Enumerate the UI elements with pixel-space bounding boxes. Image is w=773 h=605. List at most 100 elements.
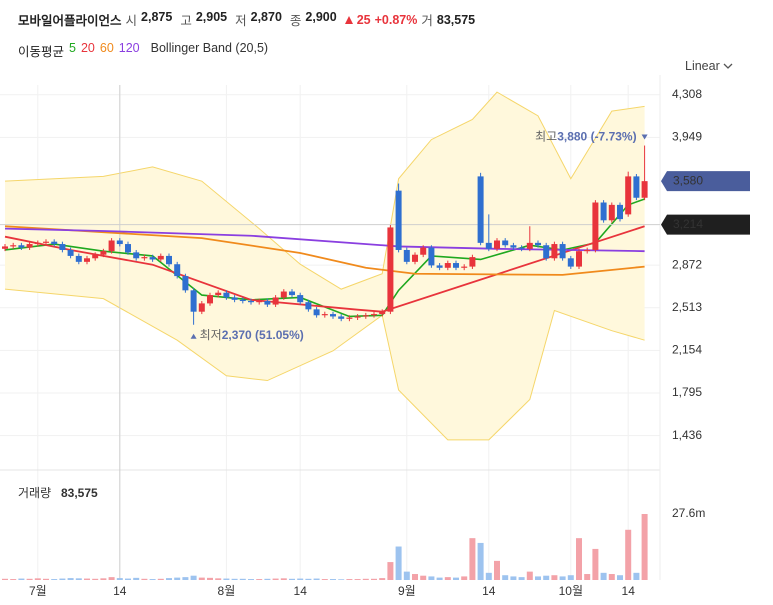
candle-body — [10, 245, 17, 247]
stat-value: 2,900 — [305, 10, 337, 24]
y-tick-label: 2,513 — [672, 300, 702, 314]
candle-body — [494, 240, 500, 249]
candle-body — [84, 258, 90, 262]
volume-bar — [223, 578, 230, 580]
volume-bar — [59, 578, 66, 580]
volume-bar — [297, 578, 304, 580]
candle-body — [223, 292, 230, 298]
candle-body — [34, 242, 41, 245]
volume-bar — [444, 577, 451, 580]
volume-bar — [174, 577, 181, 580]
candle-body — [75, 255, 82, 262]
candle-body — [395, 190, 402, 250]
legend-title: 이동평균 — [18, 45, 65, 59]
annotation-text: 2,370 (51.05%) — [222, 328, 304, 342]
volume-bar — [436, 577, 443, 580]
volume-tick-label: 27.6m — [672, 506, 705, 520]
volume-bar — [510, 576, 517, 580]
volume-bar — [346, 579, 353, 580]
stat-label: 시 — [125, 14, 138, 28]
candle-body — [100, 251, 107, 255]
candle-body — [297, 295, 304, 303]
candle-body — [592, 202, 599, 250]
stat-value: 2,875 — [141, 10, 173, 24]
x-tick-label: 10월 — [559, 584, 583, 598]
volume-bar — [608, 574, 615, 580]
volume-value: 83,575 — [61, 486, 98, 500]
volume-bar — [149, 579, 156, 580]
ma-line — [4, 225, 645, 276]
y-tick-label: 2,154 — [672, 343, 702, 357]
volume-bar — [43, 578, 49, 580]
volume-bar — [116, 578, 123, 580]
stat-label: 종 — [289, 14, 302, 28]
candle-body — [248, 301, 254, 303]
low-marker — [190, 333, 197, 339]
candle-body — [174, 264, 181, 277]
legend-entry: 60 — [99, 41, 114, 55]
volume-bar — [338, 579, 345, 580]
candle-body — [535, 242, 541, 246]
candle-body — [321, 314, 328, 316]
candle-body — [469, 257, 476, 267]
scale-button[interactable]: Linear — [685, 59, 733, 73]
candle-body — [436, 265, 443, 268]
volume-bar — [157, 578, 164, 580]
volume-bar — [10, 579, 17, 580]
volume-bar — [625, 529, 632, 580]
candle-body — [141, 257, 148, 259]
volume-bar — [551, 575, 558, 580]
volume-bar — [108, 577, 115, 580]
volume-bar — [584, 574, 591, 580]
x-tick-label: 8월 — [218, 584, 236, 598]
y-tick-label: 3,949 — [672, 130, 702, 144]
volume-bar — [289, 578, 295, 580]
volume-bar — [428, 576, 435, 580]
x-tick-label: 9월 — [398, 584, 416, 598]
candle-body — [362, 315, 369, 317]
candle-body — [608, 204, 615, 221]
candle-body — [461, 266, 468, 268]
candle-body — [207, 295, 213, 304]
candle-body — [338, 316, 345, 319]
volume-bar — [395, 546, 402, 580]
annotation: 최고3,880 (-7.73%) — [535, 130, 636, 144]
candle-body — [543, 245, 550, 259]
volume-bar — [34, 578, 41, 580]
volume-bar — [576, 538, 582, 580]
volume-bar — [494, 560, 500, 580]
volume-bar — [239, 578, 246, 580]
volume-bar — [141, 578, 148, 580]
annotation: 최저2,370 (51.05%) — [200, 328, 304, 342]
candle-body — [18, 245, 25, 248]
volume-bar — [420, 575, 427, 580]
volume-bar — [518, 577, 525, 580]
candle-body — [371, 314, 377, 316]
candle-body — [264, 301, 271, 305]
candle-body — [305, 302, 312, 310]
candle-body — [551, 244, 558, 259]
high-marker — [641, 134, 648, 140]
volume-bar — [469, 538, 476, 580]
volume-bar — [133, 577, 140, 580]
candle-body — [43, 241, 49, 243]
volume-label: 거 — [421, 14, 433, 28]
volume-bar — [592, 548, 599, 580]
candle-body — [92, 254, 99, 259]
volume-bar — [403, 571, 410, 580]
volume-bar — [100, 578, 107, 580]
volume-bar — [26, 578, 33, 580]
volume-bar — [182, 577, 189, 580]
candle-body — [289, 291, 295, 296]
price-tag-label: 3,214 — [673, 217, 703, 231]
volume-bar — [2, 578, 8, 580]
candle-body — [387, 227, 394, 312]
volume-bar — [231, 578, 238, 580]
candle-body — [272, 297, 279, 305]
candle-body — [182, 276, 189, 291]
volume-bar — [125, 578, 131, 580]
volume-bar — [67, 578, 74, 580]
annotation-text: 3,880 (-7.73%) — [557, 130, 636, 144]
